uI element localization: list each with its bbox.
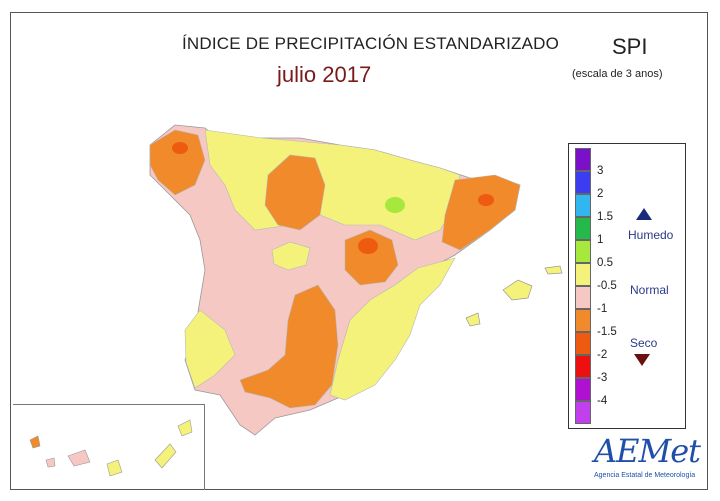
humid-label: Humedo	[628, 228, 674, 242]
ibiza-island	[465, 312, 481, 327]
legend-tick-label: 2	[597, 188, 604, 200]
galicia-dark-spot	[172, 142, 188, 154]
aemet-logo-subtext: Agencia Estatal de Meteorología	[594, 472, 696, 479]
legend-tick-label: -1	[597, 303, 608, 315]
legend-tick-label: 0.5	[597, 257, 613, 269]
north-central-dry-region	[264, 154, 326, 231]
legend-tick-label: -3	[597, 372, 608, 384]
legend-tick-label: -2	[597, 349, 608, 361]
legend-tick-label: -4	[597, 395, 608, 407]
legend: 3 2 1.5 1 0.5 -0.5 -1 -1.5 -2 -3 -4	[568, 143, 686, 429]
canary-inset-frame	[13, 404, 205, 490]
legend-tick-label: -0.5	[597, 280, 617, 292]
index-scale: (escala de 3 anos)	[572, 68, 663, 80]
legend-tick-label: 1.5	[597, 211, 613, 223]
central-normal-spot	[271, 241, 311, 271]
legend-swatch	[575, 194, 591, 217]
west-normal-region	[184, 309, 236, 389]
legend-swatch	[575, 148, 591, 171]
canary-island-2	[67, 449, 91, 467]
green-spot	[385, 197, 405, 213]
mallorca-island	[502, 279, 533, 301]
legend-swatch	[575, 217, 591, 240]
legend-swatch	[575, 378, 591, 401]
iberian-dark-spot	[358, 238, 378, 254]
humid-arrow-icon	[636, 208, 652, 220]
legend-color-bar	[575, 148, 591, 424]
legend-swatch	[575, 355, 591, 378]
northeast-dark-spot	[478, 194, 494, 206]
dry-arrow-icon	[634, 354, 650, 366]
canary-island-1	[29, 435, 41, 449]
dry-label: Seco	[630, 336, 658, 350]
canary-island-3	[106, 459, 123, 477]
map-period: julio 2017	[277, 62, 372, 87]
legend-swatch	[575, 401, 591, 424]
map-title: ÍNDICE DE PRECIPITACIÓN ESTANDARIZADO	[182, 34, 560, 53]
legend-tick-label: 1	[597, 234, 604, 246]
normal-label: Normal	[630, 283, 669, 297]
legend-swatch	[575, 286, 591, 309]
iberian-dry-region	[344, 229, 399, 286]
legend-swatch	[575, 171, 591, 194]
galicia-dry-region	[149, 129, 206, 196]
east-normal-region	[329, 257, 456, 401]
legend-tick-label: 3	[597, 165, 604, 177]
legend-swatch	[575, 240, 591, 263]
index-name: SPI	[612, 34, 648, 59]
menorca-island	[544, 265, 563, 275]
northeast-dry-region	[441, 174, 521, 251]
legend-swatch	[575, 309, 591, 332]
south-central-dry-region	[239, 284, 339, 409]
legend-tick-label: -1.5	[597, 326, 617, 338]
aemet-logo: AEMet	[594, 432, 701, 470]
legend-swatch	[575, 332, 591, 355]
canary-island-5	[177, 419, 193, 437]
canary-island-6	[45, 457, 56, 468]
canary-island-4	[154, 443, 177, 469]
legend-swatch	[575, 263, 591, 286]
